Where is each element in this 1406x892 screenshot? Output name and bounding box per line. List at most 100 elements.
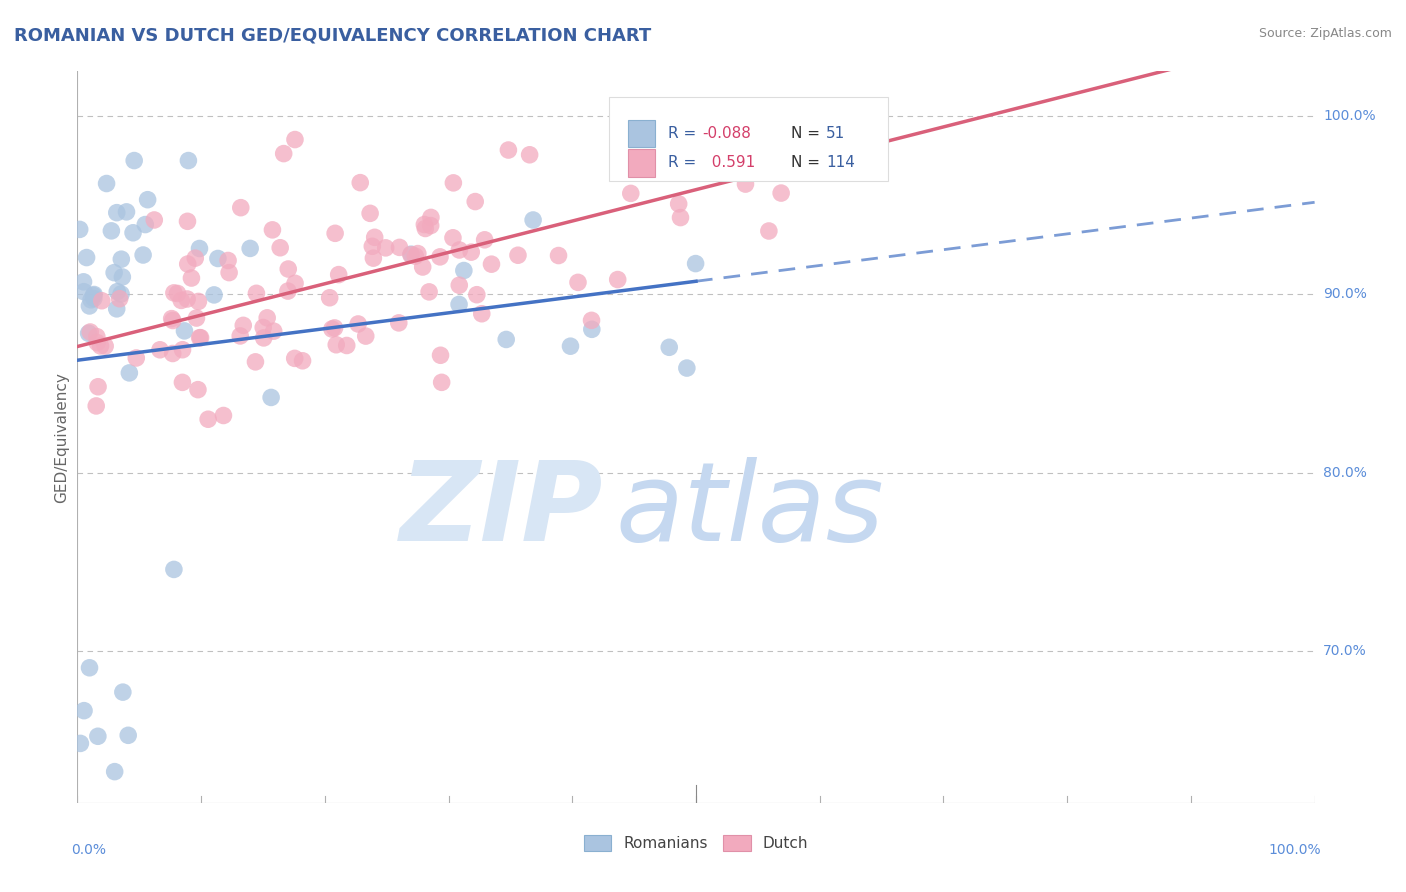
Point [620, 186, 643, 201]
Point [69, 736, 91, 750]
Point [284, 351, 307, 366]
Point [363, 251, 385, 265]
Legend: Romanians, Dutch: Romanians, Dutch [578, 830, 814, 857]
Point [354, 329, 377, 343]
Point [277, 284, 299, 298]
Point [163, 285, 186, 300]
Point [277, 262, 299, 277]
Point [173, 324, 195, 338]
Point [792, 128, 814, 143]
Text: 90.0%: 90.0% [1323, 287, 1367, 301]
Point [117, 728, 139, 742]
Point [87, 729, 110, 743]
Point [349, 176, 371, 190]
Point [229, 329, 252, 343]
Point [253, 331, 276, 345]
Point [770, 186, 793, 200]
Point [160, 311, 183, 326]
Point [80, 293, 103, 307]
Point [190, 331, 212, 345]
Point [202, 288, 225, 302]
Point [90, 339, 112, 353]
Point [506, 248, 529, 262]
Point [547, 248, 569, 262]
Point [118, 366, 141, 380]
Point [676, 361, 699, 376]
Text: R =: R = [668, 126, 700, 141]
Point [180, 271, 202, 285]
Point [262, 223, 284, 237]
Text: N =: N = [792, 155, 825, 170]
Point [108, 292, 131, 306]
Point [453, 263, 475, 277]
Point [84, 399, 107, 413]
Point [177, 153, 200, 168]
Point [218, 266, 240, 280]
Point [758, 224, 780, 238]
Point [79, 325, 101, 339]
Point [581, 322, 603, 336]
Point [252, 320, 274, 334]
Point [260, 391, 283, 405]
Point [143, 213, 166, 227]
Point [229, 201, 252, 215]
Point [245, 355, 267, 369]
Point [412, 260, 434, 274]
Point [581, 313, 603, 327]
Point [149, 343, 172, 357]
Point [447, 297, 470, 311]
Point [79, 299, 101, 313]
Point [232, 318, 254, 333]
Text: ROMANIAN VS DUTCH GED/EQUIVALENCY CORRELATION CHART: ROMANIAN VS DUTCH GED/EQUIVALENCY CORREL… [14, 27, 651, 45]
Text: ZIP: ZIP [399, 457, 603, 564]
Point [105, 301, 128, 316]
Point [111, 270, 134, 285]
Point [464, 194, 486, 209]
Point [72, 275, 94, 289]
Point [134, 218, 156, 232]
Point [460, 245, 482, 260]
Point [413, 218, 436, 232]
Point [256, 310, 278, 325]
Text: 0.591: 0.591 [702, 155, 755, 170]
Text: 80.0%: 80.0% [1323, 466, 1367, 480]
Point [239, 241, 262, 255]
Text: atlas: atlas [616, 457, 884, 564]
Point [176, 214, 198, 228]
Point [347, 317, 370, 331]
Point [186, 311, 208, 326]
Point [269, 241, 291, 255]
Point [471, 307, 494, 321]
Point [170, 293, 193, 308]
Point [132, 248, 155, 262]
Point [172, 376, 194, 390]
Point [658, 340, 681, 354]
Point [429, 250, 451, 264]
Point [73, 704, 96, 718]
Point [419, 211, 441, 225]
Point [83, 292, 105, 306]
Point [69, 222, 91, 236]
Point [136, 193, 159, 207]
Point [318, 291, 340, 305]
Point [374, 241, 396, 255]
Point [111, 685, 134, 699]
Point [176, 292, 198, 306]
Point [110, 252, 132, 267]
Point [82, 288, 104, 302]
Point [669, 211, 692, 225]
Point [796, 105, 818, 120]
Point [207, 252, 229, 266]
Point [263, 324, 285, 338]
Point [328, 268, 350, 282]
Point [519, 148, 541, 162]
Point [863, 118, 886, 132]
Point [162, 313, 184, 327]
Point [606, 272, 628, 286]
Point [418, 285, 440, 299]
Text: 100.0%: 100.0% [1268, 843, 1320, 857]
Point [441, 176, 464, 190]
Point [197, 412, 219, 426]
Point [284, 132, 307, 146]
Point [166, 286, 188, 301]
